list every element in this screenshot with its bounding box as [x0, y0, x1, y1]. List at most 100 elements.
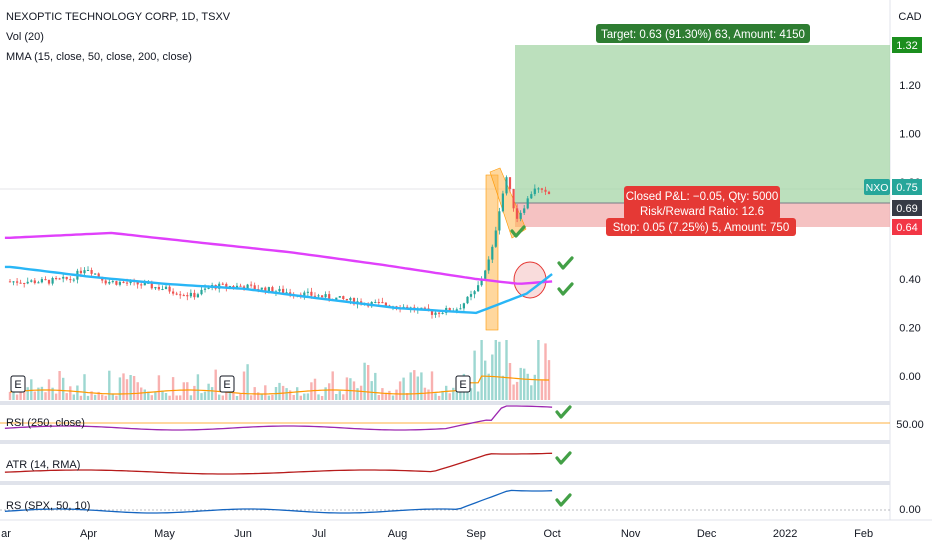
volume-bar [186, 382, 189, 400]
volume-bar [44, 392, 47, 400]
target-label[interactable]: Target: 0.63 (91.30%) 63, Amount: 4150 [596, 24, 810, 43]
rs-legend[interactable]: RS (SPX, 50, 10) [6, 500, 90, 512]
pane-separator[interactable] [0, 440, 890, 444]
volume-bar [377, 395, 380, 400]
volume-bar [459, 388, 462, 400]
candle-body [51, 278, 54, 284]
candle-body [267, 287, 270, 292]
candle-body [239, 285, 242, 287]
volume-bar [349, 378, 352, 400]
volume-bar [533, 374, 536, 400]
volume-bar [445, 385, 448, 400]
candle-body [253, 285, 256, 290]
rsi-legend[interactable]: RSI (250, close) [6, 417, 85, 429]
candle-body [189, 292, 192, 297]
volume-bar [175, 395, 178, 400]
candle-body [285, 292, 288, 294]
x-tick-label: Jun [234, 528, 252, 540]
candle-body [16, 281, 19, 283]
volume-bar [54, 393, 58, 400]
volume-bar [33, 391, 36, 400]
currency-label: CAD [898, 11, 921, 23]
candle-body [345, 299, 348, 301]
svg-text:Target: 0.63 (91.30%) 63, Amou: Target: 0.63 (91.30%) 63, Amount: 4150 [601, 29, 805, 41]
volume-bar [19, 385, 22, 400]
atr-legend[interactable]: ATR (14, RMA) [6, 459, 80, 471]
candle-body [97, 273, 100, 277]
candle-body [19, 282, 22, 284]
volume-bar [164, 393, 168, 400]
candle-body [438, 312, 441, 314]
volume-bar [93, 394, 97, 400]
volume-bar [367, 365, 370, 400]
volume-bar [491, 354, 494, 400]
svg-text:E: E [14, 379, 21, 391]
volume-bar [406, 393, 409, 400]
ma-cross-circle [513, 261, 547, 299]
candle-body [47, 279, 51, 284]
candle-body [193, 292, 196, 298]
volume-bar [313, 378, 317, 400]
volume-bar [132, 376, 136, 400]
volume-bar [221, 395, 224, 400]
mma-legend[interactable]: MMA (15, close, 50, close, 200, close) [6, 51, 192, 63]
volume-bar [423, 387, 427, 400]
candle-body [111, 281, 114, 283]
stop-label[interactable]: Stop: 0.05 (7.25%) 5, Amount: 750 [606, 218, 796, 236]
ma-200-line [4, 231, 553, 285]
volume-bar [101, 394, 104, 400]
volume-bar [246, 364, 249, 400]
stop-price-tag: 0.64 [892, 219, 922, 235]
pane-separator[interactable] [0, 401, 890, 405]
candle-body [33, 280, 36, 284]
candle-body [23, 283, 26, 284]
candle-body [264, 287, 267, 292]
earnings-marker[interactable]: E [219, 375, 235, 393]
earnings-marker[interactable]: E [10, 375, 26, 393]
volume-bar [249, 395, 253, 400]
chart-title[interactable]: NEXOPTIC TECHNOLOGY CORP, 1D, TSXV [6, 11, 231, 23]
volume-bar [179, 395, 182, 400]
volume-bar [480, 340, 483, 400]
volume-bar [296, 387, 299, 400]
candle-body [384, 302, 387, 306]
candle-body [487, 259, 490, 271]
candle-body [547, 191, 551, 194]
candle-body [26, 281, 29, 284]
volume-bar [363, 362, 366, 400]
volume-bar [370, 381, 373, 400]
volume-bar [26, 387, 29, 400]
candle-body [221, 283, 224, 285]
x-tick-label: Aug [388, 528, 408, 540]
earnings-marker[interactable]: E [455, 375, 471, 393]
ticker-tag[interactable]: NXO [864, 179, 890, 195]
candle-body [526, 198, 529, 209]
x-tick-label: May [154, 528, 175, 540]
volume-bar [374, 372, 377, 400]
volume-bar [108, 370, 111, 400]
volume-bar [150, 395, 153, 400]
trade-stats-label[interactable]: Closed P&L: −0.05, Qty: 5000 Risk/Reward… [624, 186, 780, 220]
candle-body [271, 287, 274, 293]
volume-legend[interactable]: Vol (20) [6, 31, 44, 43]
volume-bar [271, 394, 274, 400]
svg-text:1.32: 1.32 [896, 40, 917, 52]
volume-bar [292, 395, 295, 400]
svg-text:Risk/Reward Ratio: 12.6: Risk/Reward Ratio: 12.6 [640, 206, 764, 218]
pane-separator[interactable] [0, 481, 890, 485]
price-axis[interactable]: CAD 0.000.200.400.801.001.20 1.32 0.75 0… [892, 11, 924, 516]
time-axis[interactable]: ar Apr May Jun Jul Aug Sep Oct Nov Dec 2022 Feb [1, 528, 873, 540]
volume-bar [381, 388, 384, 400]
volume-bar [264, 385, 267, 400]
volume-bar [469, 388, 473, 400]
volume-bar [476, 391, 480, 400]
volume-bar [235, 396, 239, 400]
volume-bar [200, 393, 203, 400]
target-zone[interactable] [515, 45, 890, 203]
candle-body [62, 276, 65, 279]
volume-bar [30, 379, 33, 400]
volume-bar [427, 389, 430, 400]
candle-body [115, 281, 118, 285]
volume-bar [501, 375, 505, 400]
